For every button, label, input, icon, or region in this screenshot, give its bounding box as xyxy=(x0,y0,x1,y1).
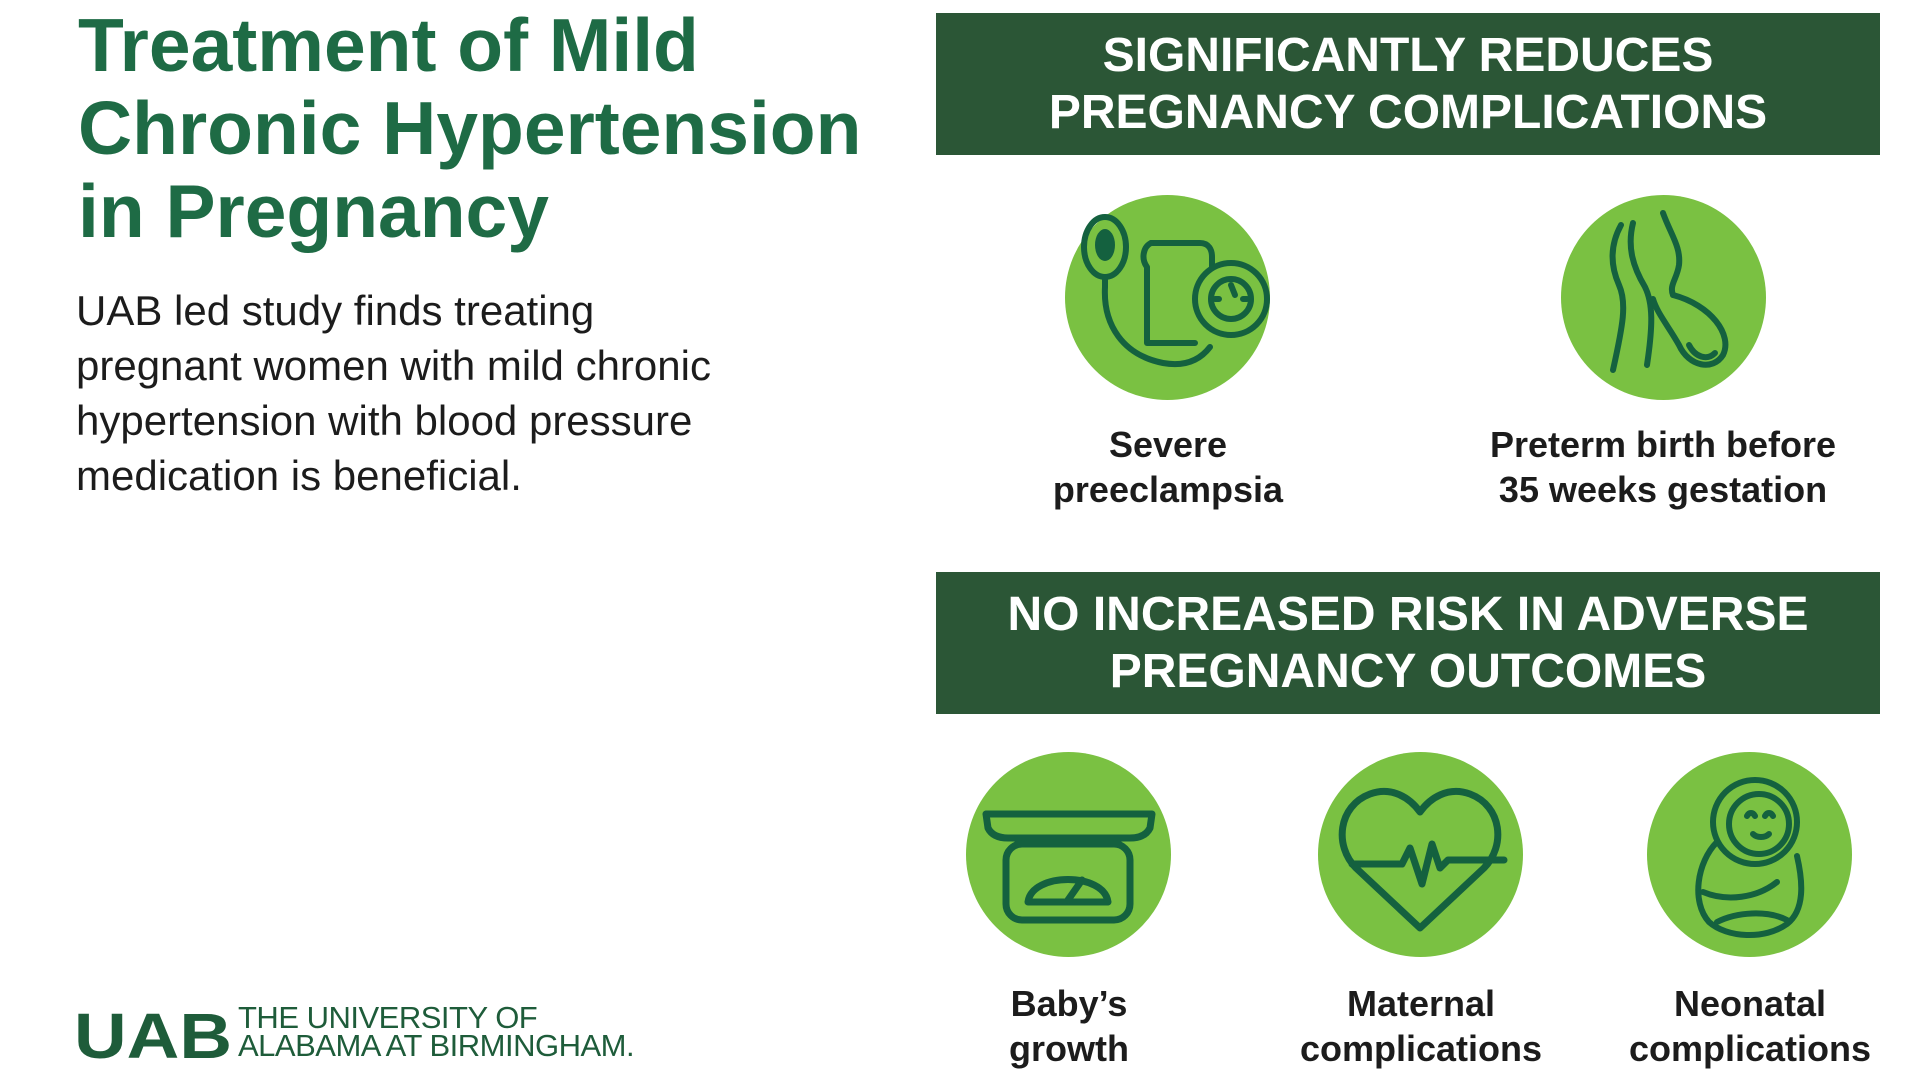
logo-text-line: THE UNIVERSITY OF xyxy=(238,1000,538,1035)
title-line: in Pregnancy xyxy=(78,169,549,253)
uab-logo-text: THE UNIVERSITY OF ALABAMA AT BIRMINGHAM. xyxy=(238,1000,635,1063)
banner-heading-line: PREGNANCY COMPLICATIONS xyxy=(1048,86,1768,139)
label-line: Neonatal xyxy=(1673,983,1827,1024)
label-line: growth xyxy=(1009,1028,1129,1069)
title-line: Treatment of Mild xyxy=(78,3,699,87)
logo-text-line: ALABAMA AT BIRMINGHAM. xyxy=(238,1028,635,1063)
label-line: Maternal xyxy=(1346,983,1496,1024)
maternal-complications-icon-circle xyxy=(1318,752,1523,957)
preterm-birth-label: Preterm birth before 35 weeks gestation xyxy=(1443,422,1883,512)
intro-line: UAB led study finds treating xyxy=(76,287,595,334)
label-line: Severe xyxy=(1108,424,1228,465)
uab-logo-mark: UAB xyxy=(74,1010,232,1062)
intro-line: pregnant women with mild chronic xyxy=(76,342,711,389)
page-title: Treatment of Mild Chronic Hypertension i… xyxy=(78,4,878,253)
label-line: complications xyxy=(1628,1028,1872,1069)
label-line: complications xyxy=(1299,1028,1543,1069)
swaddled-baby-icon xyxy=(1695,777,1805,938)
preterm-birth-icon-circle xyxy=(1561,195,1766,400)
babys-growth-label: Baby’s growth xyxy=(849,981,1289,1071)
intro-line: hypertension with blood pressure xyxy=(76,397,693,444)
label-line: Baby’s xyxy=(1010,983,1128,1024)
label-line: 35 weeks gestation xyxy=(1498,469,1828,510)
maternal-complications-label: Maternal complications xyxy=(1201,981,1641,1071)
banner-heading-line: SIGNIFICANTLY REDUCES xyxy=(1102,29,1714,82)
neonatal-complications-icon-circle xyxy=(1647,752,1852,957)
intro-paragraph: UAB led study finds treating pregnant wo… xyxy=(76,283,836,503)
banner-heading-line: NO INCREASED RISK IN ADVERSE xyxy=(1007,588,1809,641)
label-line: Preterm birth before xyxy=(1489,424,1837,465)
no-increased-risk-banner: NO INCREASED RISK IN ADVERSE PREGNANCY O… xyxy=(936,572,1880,714)
heart-rate-icon xyxy=(1338,787,1508,932)
uab-logo-mark-text: UAB xyxy=(74,1010,232,1062)
reduces-complications-banner: SIGNIFICANTLY REDUCES PREGNANCY COMPLICA… xyxy=(936,13,1880,155)
babys-growth-icon-circle xyxy=(966,752,1171,957)
intro-line: medication is beneficial. xyxy=(76,452,522,499)
severe-preeclampsia-icon-circle xyxy=(1065,195,1270,400)
banner-heading-line: PREGNANCY OUTCOMES xyxy=(1109,645,1707,698)
blood-pressure-cuff-icon xyxy=(1081,214,1270,368)
neonatal-complications-label: Neonatal complications xyxy=(1530,981,1920,1071)
severe-preeclampsia-label: Severe preeclampsia xyxy=(948,422,1388,512)
baby-scale-icon xyxy=(982,810,1156,924)
title-line: Chronic Hypertension xyxy=(78,86,862,170)
uab-logo: UAB THE UNIVERSITY OF ALABAMA AT BIRMING… xyxy=(74,1000,714,1066)
pregnant-woman-icon xyxy=(1609,210,1729,373)
label-line: preeclampsia xyxy=(1052,469,1284,510)
